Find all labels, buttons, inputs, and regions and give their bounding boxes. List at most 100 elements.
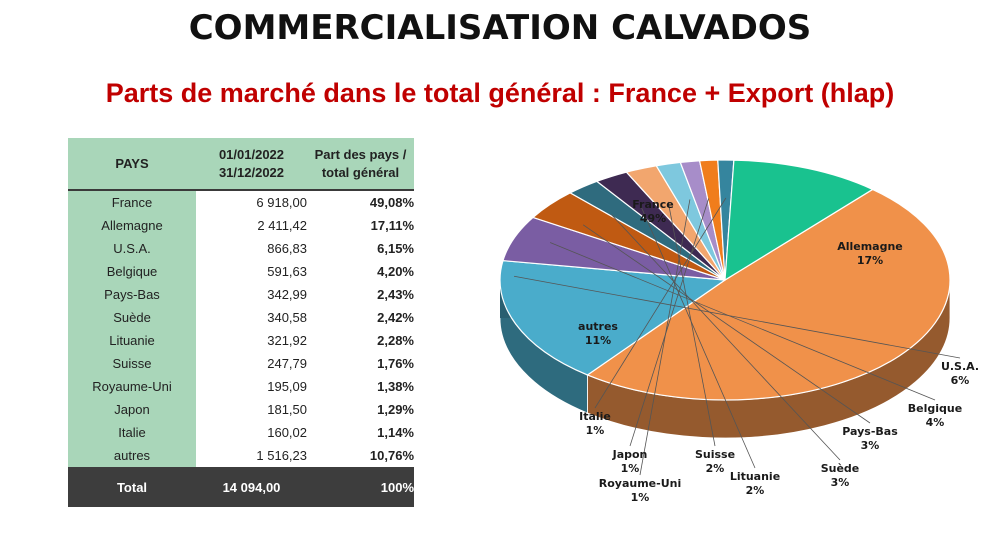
- total-label: Total: [68, 467, 196, 507]
- cell-share: 49,08%: [307, 191, 414, 214]
- cell-value: 160,02: [196, 421, 307, 444]
- cell-value: 342,99: [196, 283, 307, 306]
- header-share: Part des pays / total général: [307, 138, 414, 189]
- cell-share: 2,43%: [307, 283, 414, 306]
- pie-label-name: Lituanie: [730, 470, 780, 483]
- pie-label-name: France: [632, 198, 673, 211]
- cell-value: 247,79: [196, 352, 307, 375]
- table-row: Suède 340,58 2,42%: [68, 306, 414, 329]
- cell-country: Lituanie: [68, 329, 196, 352]
- pie-label-name: Japon: [612, 448, 648, 461]
- pie-label-value: 1%: [586, 424, 605, 437]
- table-row: Pays-Bas 342,99 2,43%: [68, 283, 414, 306]
- table-row: Belgique 591,63 4,20%: [68, 260, 414, 283]
- table-row: Lituanie 321,92 2,28%: [68, 329, 414, 352]
- cell-value: 181,50: [196, 398, 307, 421]
- market-share-table: PAYS 01/01/2022 31/12/2022 Part des pays…: [68, 138, 414, 507]
- cell-share: 1,14%: [307, 421, 414, 444]
- cell-country: Pays-Bas: [68, 283, 196, 306]
- cell-share: 2,28%: [307, 329, 414, 352]
- table-row: Allemagne 2 411,42 17,11%: [68, 214, 414, 237]
- table-body: France 6 918,00 49,08% Allemagne 2 411,42 17,…: [68, 191, 414, 467]
- table-row: Japon 181,50 1,29%: [68, 398, 414, 421]
- cell-share: 1,76%: [307, 352, 414, 375]
- pie-label-value: 2%: [746, 484, 765, 497]
- header-country: PAYS: [68, 138, 196, 189]
- cell-country: Suisse: [68, 352, 196, 375]
- header-period-line2: 31/12/2022: [218, 164, 285, 180]
- pie-label-name: Royaume-Uni: [599, 477, 681, 490]
- table-row: France 6 918,00 49,08%: [68, 191, 414, 214]
- pie-label-name: U.S.A.: [941, 360, 979, 373]
- table-row: U.S.A. 866,83 6,15%: [68, 237, 414, 260]
- cell-value: 866,83: [196, 237, 307, 260]
- header-share-line2: total général: [321, 164, 400, 180]
- cell-country: autres: [68, 444, 196, 467]
- table-row: Royaume-Uni 195,09 1,38%: [68, 375, 414, 398]
- cell-value: 591,63: [196, 260, 307, 283]
- cell-share: 4,20%: [307, 260, 414, 283]
- cell-country: U.S.A.: [68, 237, 196, 260]
- pie-label-u-s-a: U.S.A.6%: [941, 360, 979, 387]
- cell-country: Allemagne: [68, 214, 196, 237]
- pie-slice-autres: [724, 159, 874, 282]
- cell-country: Italie: [68, 421, 196, 444]
- cell-value: 195,09: [196, 375, 307, 398]
- pie-label-name: Belgique: [908, 402, 962, 415]
- leader-line-italie: [594, 197, 727, 409]
- cell-share: 1,38%: [307, 375, 414, 398]
- header-period-line1: 01/01/2022: [218, 146, 285, 162]
- cell-share: 6,15%: [307, 237, 414, 260]
- cell-share: 10,76%: [307, 444, 414, 467]
- pie-label-value: 1%: [621, 462, 640, 475]
- cell-share: 17,11%: [307, 214, 414, 237]
- pie-label-value: 1%: [631, 491, 650, 504]
- pie-label-value: 3%: [861, 439, 880, 452]
- cell-value: 1 516,23: [196, 444, 307, 467]
- leader-line-belgique: [549, 242, 936, 401]
- pie-label-name: Italie: [579, 410, 611, 423]
- total-share: 100%: [307, 467, 414, 507]
- cell-value: 2 411,42: [196, 214, 307, 237]
- cell-value: 340,58: [196, 306, 307, 329]
- pie-label-name: Allemagne: [837, 240, 903, 253]
- cell-share: 1,29%: [307, 398, 414, 421]
- total-value: 14 094,00: [196, 467, 307, 507]
- pie-label-value: 11%: [585, 334, 611, 347]
- header-period: 01/01/2022 31/12/2022: [196, 138, 307, 189]
- leader-line-u-s-a: [513, 275, 961, 359]
- pie-slice-france: [586, 188, 951, 401]
- pie-label-value: 6%: [951, 374, 970, 387]
- leader-line-japon: [629, 198, 710, 447]
- cell-country: Belgique: [68, 260, 196, 283]
- page-title: COMMERCIALISATION CALVADOS: [188, 8, 812, 48]
- table-row: Italie 160,02 1,14%: [68, 421, 414, 444]
- pie-label-value: 49%: [640, 212, 666, 225]
- leader-line-suisse: [667, 201, 716, 447]
- pie-label-name: Suisse: [695, 448, 735, 461]
- pie-label-value: 17%: [857, 254, 883, 267]
- pie-label-value: 2%: [706, 462, 725, 475]
- cell-country: France: [68, 191, 196, 214]
- leader-line-suede: [611, 214, 841, 461]
- cell-country: Suède: [68, 306, 196, 329]
- leader-line-lituanie: [640, 206, 756, 469]
- table-row: Suisse 247,79 1,76%: [68, 352, 414, 375]
- cell-country: Japon: [68, 398, 196, 421]
- cell-share: 2,42%: [307, 306, 414, 329]
- pie-leader-lines: [513, 197, 961, 476]
- cell-country: Royaume-Uni: [68, 375, 196, 398]
- cell-value: 6 918,00: [196, 191, 307, 214]
